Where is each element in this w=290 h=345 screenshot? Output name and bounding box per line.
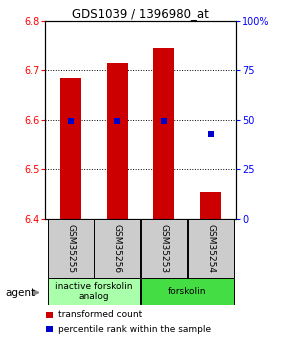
Text: transformed count: transformed count [58,310,142,319]
Bar [48,219,93,278]
Text: GSM35255: GSM35255 [66,224,75,273]
Bar [141,219,187,278]
Text: inactive forskolin
analog: inactive forskolin analog [55,282,133,301]
Text: GSM35256: GSM35256 [113,224,122,273]
Bar [200,192,221,219]
Bar [188,219,233,278]
Title: GDS1039 / 1396980_at: GDS1039 / 1396980_at [72,7,209,20]
Bar [46,312,53,317]
Bar [48,278,140,305]
Bar [95,219,140,278]
Bar [141,278,233,305]
Bar [60,78,81,219]
Text: GSM35253: GSM35253 [160,224,168,273]
Text: agent: agent [6,288,36,297]
Text: percentile rank within the sample: percentile rank within the sample [58,325,211,334]
Text: forskolin: forskolin [168,287,206,296]
Text: GSM35254: GSM35254 [206,224,215,273]
Bar [46,326,53,332]
Bar [153,48,175,219]
Bar [107,63,128,219]
